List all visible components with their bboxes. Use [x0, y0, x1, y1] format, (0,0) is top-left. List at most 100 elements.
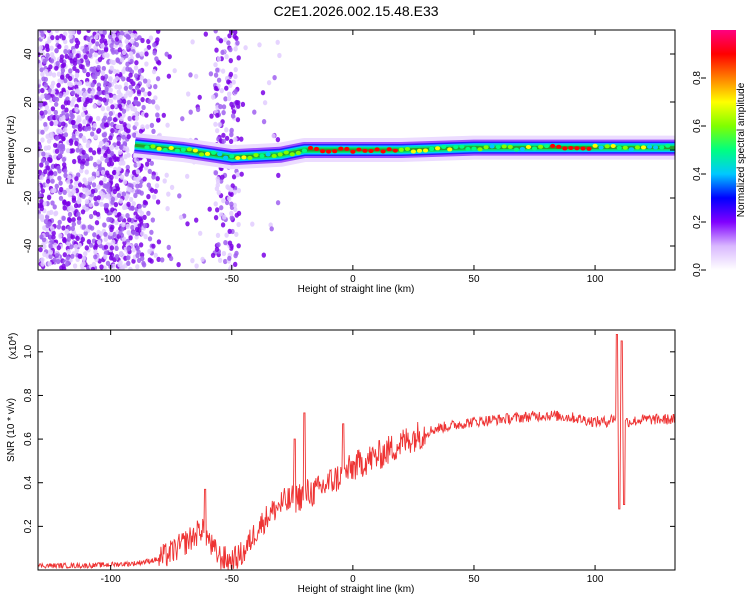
ridge-hotspot	[410, 149, 416, 154]
noise-speck	[121, 236, 127, 242]
noise-speck	[213, 215, 219, 221]
noise-speck	[75, 68, 80, 74]
noise-speck	[81, 158, 86, 164]
noise-speck	[90, 90, 95, 96]
noise-speck	[52, 257, 57, 263]
noise-speck	[216, 242, 221, 248]
noise-speck	[127, 115, 132, 122]
noise-speck	[215, 67, 220, 73]
noise-speck	[114, 254, 120, 260]
noise-speck	[50, 226, 55, 232]
noise-speck	[140, 231, 145, 237]
noise-speck	[117, 84, 123, 90]
noise-speck	[220, 222, 226, 228]
noise-speck	[151, 128, 156, 134]
noise-speck	[77, 126, 83, 132]
noise-speck	[76, 59, 82, 65]
noise-speck	[43, 169, 48, 175]
noise-speck	[53, 109, 58, 116]
noise-speck	[236, 210, 242, 216]
ridge-hotspot	[544, 144, 550, 149]
noise-speck	[133, 33, 138, 39]
noise-speck	[156, 239, 162, 245]
noise-speck	[66, 249, 71, 255]
noise-speck	[52, 187, 57, 193]
ridge-hotspot	[338, 146, 344, 151]
noise-speck	[99, 201, 104, 207]
noise-speck	[97, 100, 102, 106]
noise-speck	[136, 89, 142, 95]
noise-speck	[262, 100, 268, 106]
noise-speck	[108, 98, 114, 104]
noise-speck	[108, 77, 113, 83]
noise-speck	[190, 258, 195, 264]
ridge-hotspot	[235, 156, 241, 160]
noise-speck	[131, 201, 136, 207]
noise-speck	[185, 173, 190, 179]
noise-speck	[121, 191, 127, 197]
ridge-hotspot	[586, 146, 592, 151]
noise-speck	[117, 47, 123, 53]
ridge-hotspot	[350, 149, 356, 154]
noise-speck	[70, 90, 76, 96]
ridge-hotspot	[380, 149, 386, 154]
noise-speck	[135, 245, 140, 251]
noise-speck	[108, 135, 113, 141]
noise-speck	[62, 199, 67, 205]
ridge-hotspot	[362, 148, 368, 153]
noise-speck	[197, 94, 202, 100]
noise-speck	[128, 84, 133, 90]
noise-speck	[213, 30, 218, 34]
noise-speck	[166, 244, 171, 250]
ridge-hotspot	[622, 145, 628, 150]
noise-speck	[228, 47, 233, 53]
noise-speck	[140, 37, 145, 44]
noise-speck	[38, 192, 42, 198]
noise-speck	[125, 147, 130, 153]
ridge-hotspot	[610, 144, 616, 148]
noise-speck	[86, 125, 92, 131]
noise-speck	[67, 192, 73, 198]
noise-speck	[102, 30, 107, 35]
noise-speck	[75, 130, 80, 136]
ridge-hotspot	[241, 155, 247, 160]
noise-speck	[112, 117, 118, 123]
noise-speck	[105, 260, 111, 266]
noise-speck	[50, 35, 55, 41]
noise-speck	[128, 103, 134, 109]
noise-speck	[77, 117, 82, 123]
snr-y-tick-label: 0.8	[23, 388, 34, 402]
ridge-hotspot	[265, 152, 271, 157]
noise-speck	[52, 242, 58, 248]
noise-speck	[213, 85, 219, 91]
ridge-hotspot	[277, 152, 283, 157]
ridge-hotspot	[465, 146, 471, 151]
noise-speck	[115, 170, 120, 176]
noise-speck	[108, 87, 113, 93]
noise-speck	[39, 110, 44, 116]
noise-speck	[271, 133, 276, 139]
noise-speck	[180, 116, 185, 122]
noise-speck	[68, 82, 74, 88]
noise-speck	[100, 43, 105, 49]
noise-speck	[138, 242, 144, 248]
noise-speck	[105, 52, 110, 59]
noise-speck	[41, 151, 46, 157]
noise-speck	[75, 147, 80, 153]
noise-speck	[62, 127, 68, 133]
noise-speck	[229, 127, 234, 133]
noise-speck	[91, 261, 97, 267]
noise-speck	[114, 84, 119, 90]
noise-speck	[40, 158, 46, 164]
noise-speck	[130, 205, 135, 211]
noise-speck	[125, 61, 130, 67]
noise-speck	[104, 250, 109, 256]
noise-speck	[117, 149, 123, 155]
noise-speck	[56, 224, 62, 230]
noise-speck	[71, 49, 77, 55]
spectrogram-y-tick-label: -20	[23, 190, 34, 205]
noise-speck	[55, 60, 60, 67]
noise-speck	[84, 169, 89, 175]
noise-speck	[243, 45, 248, 51]
noise-speck	[230, 183, 235, 189]
